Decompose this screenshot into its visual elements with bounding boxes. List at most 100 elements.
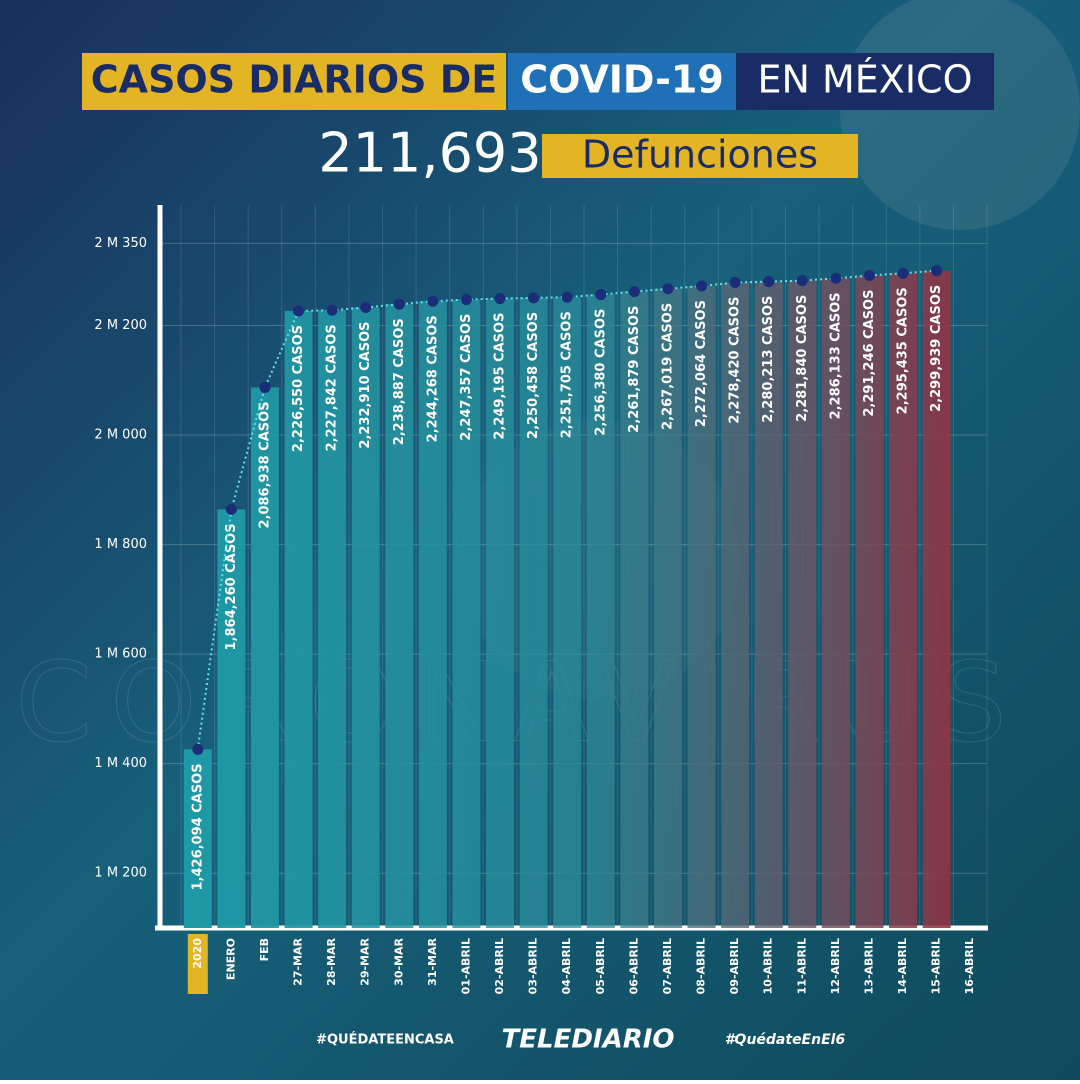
bar: [821, 278, 850, 928]
y-tick-label: 1 M 800: [94, 537, 147, 552]
value-label: 2,299,939 CASOS: [929, 285, 944, 412]
y-tick-label: 1 M 400: [94, 756, 147, 771]
data-point: [863, 270, 875, 282]
data-point: [427, 295, 439, 307]
x-tick-label: FEB: [258, 938, 271, 961]
y-tick-label: 2 M 350: [94, 236, 147, 251]
bar: [250, 387, 279, 929]
bar: [653, 288, 682, 928]
bar: [351, 307, 380, 928]
x-tick-label: 28-MAR: [325, 937, 338, 985]
deaths-label: Defunciones: [582, 133, 818, 177]
bar: [553, 297, 582, 928]
x-tick-label: 29-MAR: [359, 937, 372, 985]
data-point: [595, 289, 607, 301]
x-tick-label: ENERO: [224, 938, 237, 980]
deaths-box: [542, 134, 858, 178]
title: CASOS DIARIOS DE: [91, 58, 497, 102]
data-point: [494, 293, 506, 305]
virus-decoration: [840, 0, 1080, 230]
x-tick-label: 05-ABRIL: [594, 938, 607, 994]
value-label: 2,226,550 CASOS: [291, 325, 306, 452]
data-point: [225, 503, 237, 515]
value-label: 2,261,879 CASOS: [627, 306, 642, 433]
x-tick-label: 11-ABRIL: [795, 938, 808, 994]
x-tick-label: 16-ABRIL: [963, 938, 976, 994]
bar: [922, 270, 951, 928]
x-tick-label: 03-ABRIL: [527, 938, 540, 994]
bar: [183, 749, 212, 928]
bar: [486, 298, 515, 928]
value-label: 2,286,133 CASOS: [828, 292, 843, 419]
value-label: 2,227,842 CASOS: [325, 324, 340, 451]
category-highlight: [187, 934, 208, 994]
grid: [180, 205, 988, 928]
y-tick-label: 2 M 000: [94, 428, 147, 443]
value-label: 2,291,246 CASOS: [862, 290, 877, 417]
bar: [889, 273, 918, 928]
data-point: [293, 305, 305, 317]
x-tick-label: 09-ABRIL: [728, 938, 741, 994]
value-label: 2,251,705 CASOS: [560, 311, 575, 438]
value-label: 2,278,420 CASOS: [728, 297, 743, 424]
bar: [385, 304, 414, 928]
data-point: [729, 277, 741, 289]
title: COVID-19: [520, 58, 724, 102]
bar: [620, 291, 649, 928]
data-point: [662, 283, 674, 295]
value-label: 2,232,910 CASOS: [358, 321, 373, 448]
y-tick-label: 1 M 200: [94, 866, 147, 881]
x-tick-label: 07-ABRIL: [661, 938, 674, 994]
y-tick-label: 2 M 200: [94, 318, 147, 333]
data-point: [897, 267, 909, 279]
x-tick-label: 27-MAR: [292, 937, 305, 985]
x-tick-label: 15-ABRIL: [930, 938, 943, 994]
data-point: [393, 298, 405, 310]
x-tick-label: 02-ABRIL: [493, 938, 506, 994]
bar: [452, 299, 481, 928]
value-label: 2,249,195 CASOS: [493, 313, 508, 440]
x-tick-label: 01-ABRIL: [459, 938, 472, 994]
bar: [284, 310, 313, 928]
bar: [586, 294, 615, 928]
value-label: 2,295,435 CASOS: [896, 287, 911, 414]
footer-hashtag: #QUÉDATEENCASA: [316, 1032, 454, 1048]
bar: [855, 275, 884, 928]
data-point: [326, 304, 338, 316]
title: EN MÉXICO: [758, 58, 973, 102]
x-tick-label: 13-ABRIL: [862, 938, 875, 994]
bar: [721, 282, 750, 928]
value-label: 2,256,380 CASOS: [593, 309, 608, 436]
value-label: 2,238,887 CASOS: [392, 318, 407, 445]
bar: [754, 281, 783, 928]
data-point: [561, 291, 573, 303]
value-label: 2,267,019 CASOS: [660, 303, 675, 430]
footer-logo: TELEDIARIO: [502, 1025, 675, 1055]
x-tick-label: 06-ABRIL: [627, 938, 640, 994]
data-point: [528, 292, 540, 304]
value-label: 2,250,458 CASOS: [526, 312, 541, 439]
value-label: 1,426,094 CASOS: [190, 763, 205, 890]
value-label: 1,864,260 CASOS: [224, 523, 239, 650]
x-tick-label: 04-ABRIL: [560, 938, 573, 994]
bar: [687, 286, 716, 929]
x-tick-label: 14-ABRIL: [896, 938, 909, 994]
x-tick-label: 30-MAR: [392, 937, 405, 985]
data-point: [460, 294, 472, 306]
value-label: 2,247,357 CASOS: [459, 314, 474, 441]
bar: [788, 280, 817, 928]
deaths-count: 211,693: [318, 122, 541, 185]
data-point: [628, 286, 640, 298]
x-tick-label: 12-ABRIL: [829, 938, 842, 994]
title-box: [736, 53, 994, 110]
footer-hashtag: #QuédateEnEl6: [725, 1032, 846, 1048]
x-tick-label: 08-ABRIL: [695, 938, 708, 994]
data-point: [830, 272, 842, 284]
x-tick-label: 31-MAR: [426, 937, 439, 985]
bar: [318, 310, 347, 928]
title-box: [82, 53, 506, 110]
x-tick-label: 10-ABRIL: [762, 938, 775, 994]
data-point: [796, 275, 808, 287]
